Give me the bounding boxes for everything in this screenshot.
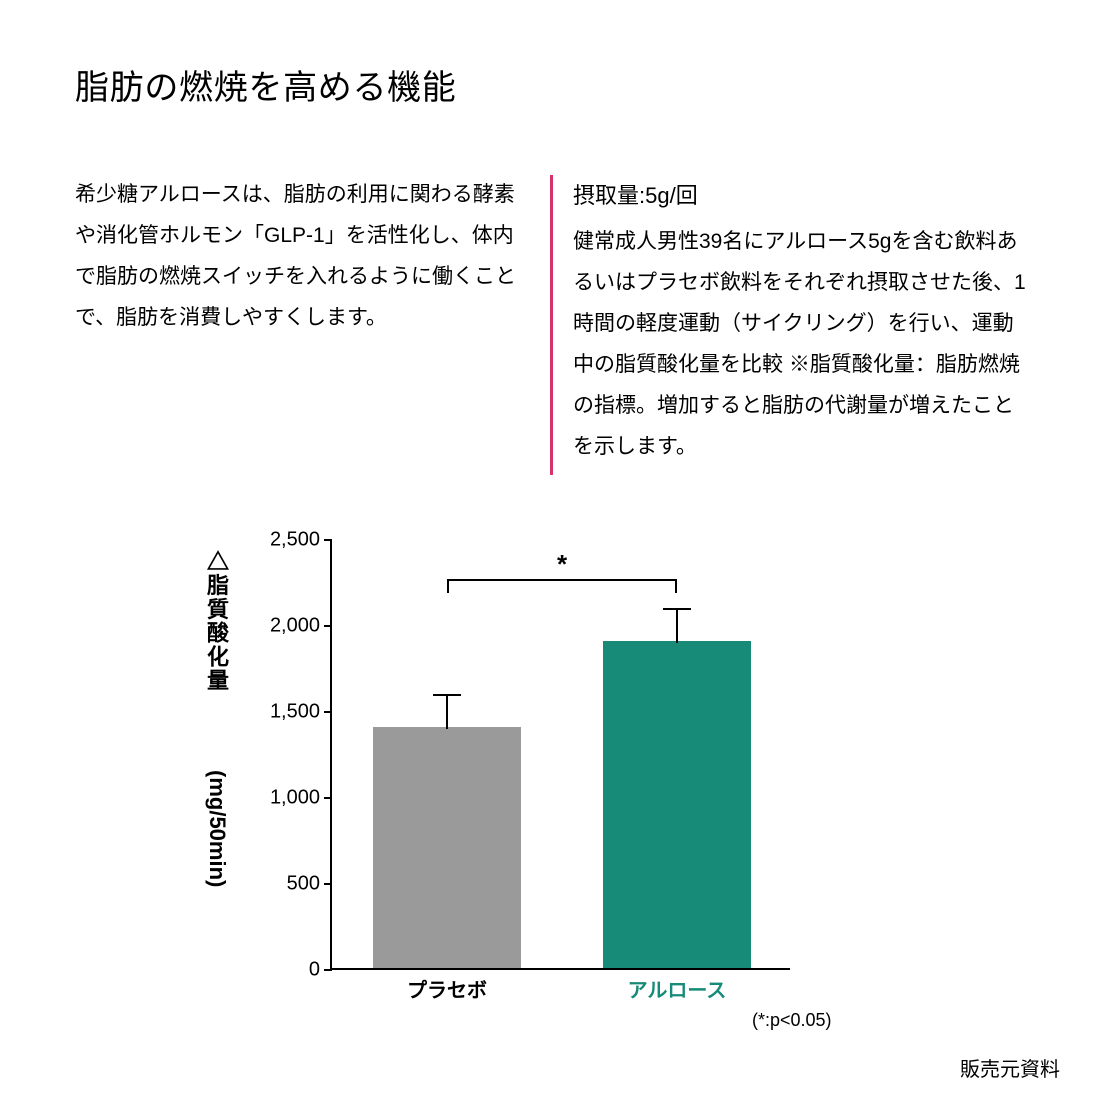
y-tick-label: 2,000 (242, 615, 332, 638)
error-cap (433, 694, 461, 696)
y-tick-label: 1,500 (242, 701, 332, 724)
y-tick-label: 0 (242, 959, 332, 982)
description-left: 希少糖アルロースは、脂肪の利用に関わる酵素や消化管ホルモン「GLP-1」を活性化… (75, 175, 550, 475)
y-tick-mark (324, 625, 332, 627)
y-tick-mark (324, 883, 332, 885)
two-column-text: 希少糖アルロースは、脂肪の利用に関わる酵素や消化管ホルモン「GLP-1」を活性化… (75, 175, 1035, 475)
y-axis-label-unit: (mg/50min) (204, 770, 230, 887)
description-right: 摂取量:5g/回 健常成人男性39名にアルロース5gを含む飲料あるいはプラセボ飲… (553, 175, 1028, 475)
y-tick-label: 500 (242, 873, 332, 896)
y-tick-mark (324, 711, 332, 713)
x-label: プラセボ (407, 968, 487, 1003)
bar-0 (373, 727, 520, 968)
y-tick-label: 1,000 (242, 787, 332, 810)
intake-label: 摂取量:5g/回 (573, 175, 1028, 218)
study-description: 健常成人男性39名にアルロース5gを含む飲料あるいはプラセボ飲料をそれぞれ摂取さ… (573, 222, 1028, 468)
bar-1 (603, 641, 750, 968)
y-tick-mark (324, 797, 332, 799)
p-value-note: (*:p<0.05) (752, 1010, 832, 1031)
significance-star: * (557, 549, 567, 580)
y-tick-label: 2,500 (242, 529, 332, 552)
page-title: 脂肪の燃焼を高める機能 (75, 60, 456, 109)
significance-bracket (447, 579, 677, 593)
error-stem (446, 695, 448, 729)
plot-area: 05001,0001,5002,0002,500プラセボアルロース*(*:p<0… (330, 540, 790, 970)
y-tick-mark (324, 539, 332, 541)
y-axis-label-jp: △脂質酸化量 (200, 550, 232, 693)
y-tick-mark (324, 969, 332, 971)
error-cap (663, 608, 691, 610)
source-note: 販売元資料 (960, 1053, 1060, 1082)
error-stem (676, 609, 678, 643)
bar-chart: △脂質酸化量 (mg/50min) 05001,0001,5002,0002,5… (220, 540, 820, 1050)
x-label: アルロース (628, 968, 727, 1003)
